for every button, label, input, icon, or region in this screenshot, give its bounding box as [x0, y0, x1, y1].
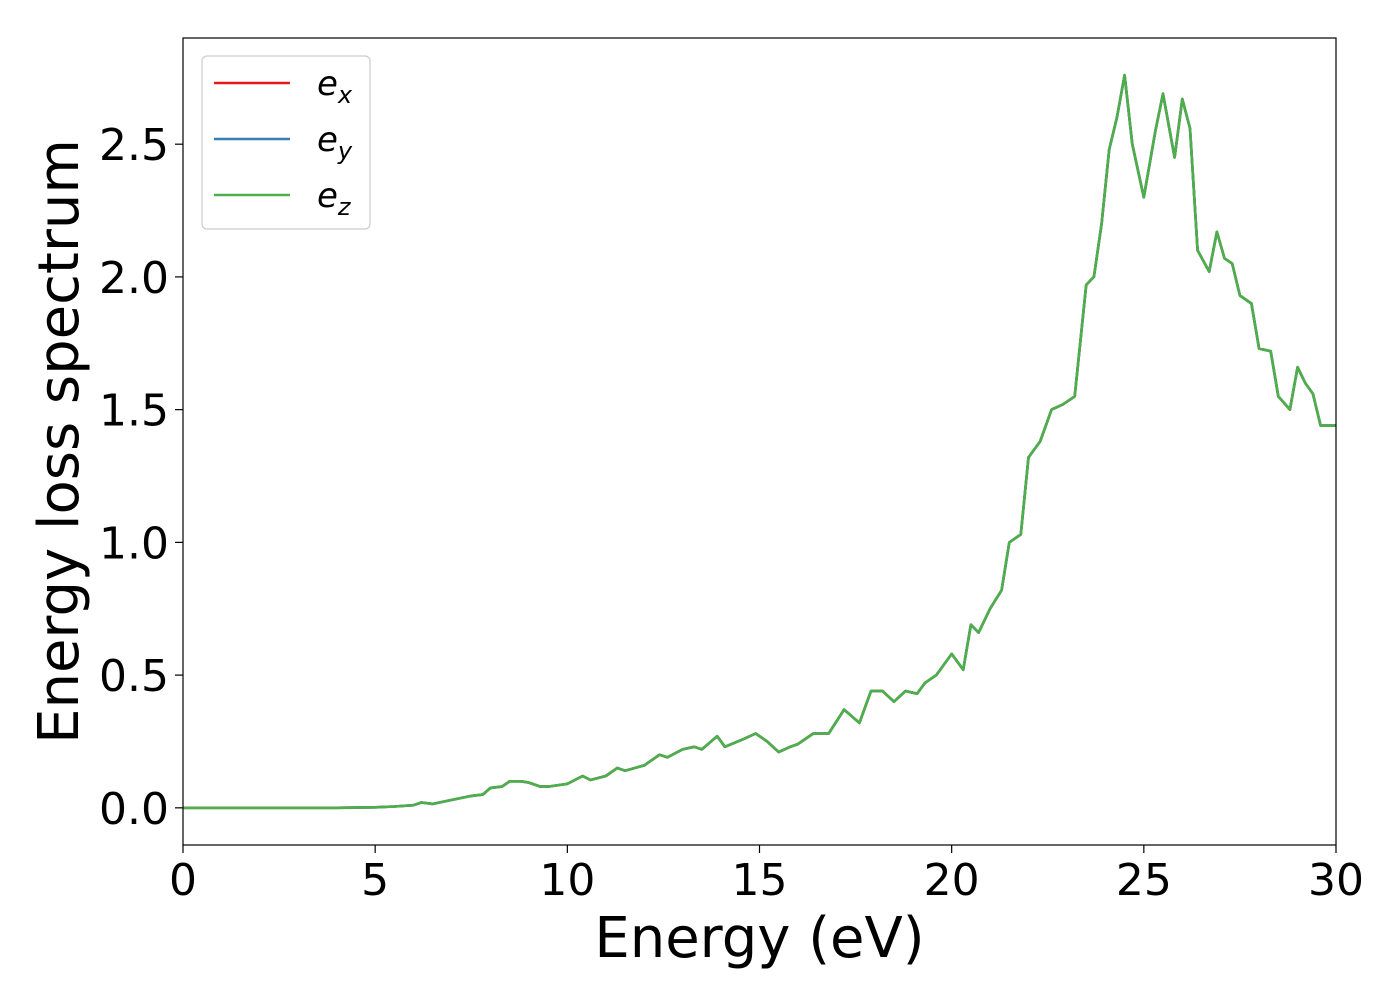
- x-axis-ticks: 0 5 10 15 20 25 30: [169, 845, 1364, 906]
- x-tick-label: 15: [732, 855, 788, 906]
- y-tick-label: 1.0: [99, 518, 169, 569]
- x-axis-title: Energy (eV): [594, 906, 924, 971]
- x-tick-label: 20: [924, 855, 980, 906]
- legend-box: [201, 55, 371, 230]
- x-tick-label: 25: [1116, 855, 1172, 906]
- y-tick-label: 2.0: [99, 253, 169, 304]
- y-tick-label: 0.0: [99, 784, 169, 835]
- legend-label: ex: [317, 64, 353, 109]
- legend: ex ey ez: [201, 55, 371, 230]
- legend-label: ez: [317, 176, 352, 221]
- series-layer: [183, 73, 1336, 810]
- x-tick-label: 0: [169, 855, 197, 906]
- x-tick-label: 10: [539, 855, 595, 906]
- legend-label: ey: [317, 120, 353, 165]
- x-tick-label: 5: [361, 855, 389, 906]
- series-line-e-z: [183, 73, 1336, 810]
- y-tick-label: 0.5: [99, 651, 169, 702]
- x-tick-label: 30: [1308, 855, 1364, 906]
- y-axis-ticks: 0.0 0.5 1.0 1.5 2.0 2.5: [99, 120, 183, 835]
- y-tick-label: 1.5: [99, 386, 169, 437]
- y-axis-title: Energy loss spectrum: [27, 139, 92, 744]
- y-tick-label: 2.5: [99, 120, 169, 171]
